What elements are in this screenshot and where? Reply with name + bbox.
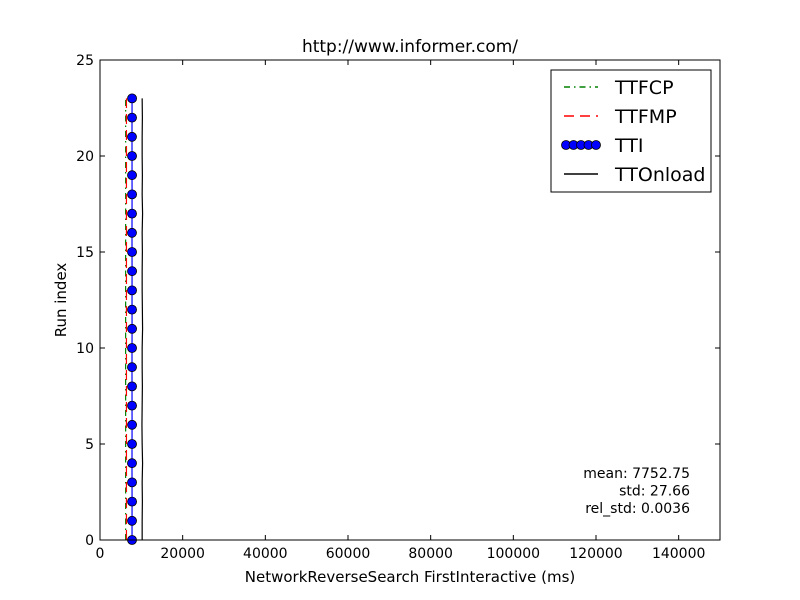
legend-box: [550, 69, 712, 193]
data-point-tti: [127, 112, 137, 123]
data-point-tti: [127, 170, 137, 181]
stats-line: mean: 7752.75: [583, 466, 690, 482]
data-point-tti: [127, 285, 137, 296]
x-tick-label: 60000: [326, 546, 371, 562]
data-point-tti: [127, 227, 137, 238]
data-point-tti: [127, 419, 137, 430]
x-tick-label: 20000: [160, 546, 205, 562]
legend-label: TTOnload: [614, 164, 705, 186]
y-tick-label: 20: [76, 149, 94, 165]
x-tick-label: 120000: [569, 546, 622, 562]
data-point-tti: [127, 189, 137, 200]
data-point-tti: [127, 304, 137, 315]
x-tick-label: 140000: [652, 546, 705, 562]
x-axis-label: NetworkReverseSearch FirstInteractive (m…: [245, 568, 576, 586]
stats-line: rel_std: 0.0036: [585, 501, 690, 517]
y-tick-label: 5: [85, 437, 94, 453]
x-tick-label: 0: [96, 546, 105, 562]
y-axis-label: Run index: [52, 263, 70, 338]
data-point-tti: [127, 151, 137, 161]
data-point-tti: [127, 343, 137, 353]
x-tick-label: 40000: [243, 546, 288, 562]
data-point-tti: [127, 400, 137, 411]
legend-marker: [591, 140, 601, 150]
y-tick-label: 25: [76, 53, 94, 69]
x-tick-label: 100000: [487, 546, 540, 562]
data-point-tti: [127, 477, 137, 488]
stats-line: std: 27.66: [619, 484, 690, 500]
plot-area: [125, 93, 144, 545]
axes-frame: [99, 59, 721, 541]
data-point-tti: [127, 515, 137, 526]
data-point-tti: [127, 208, 137, 219]
series-line-ttonload: [141, 98, 144, 540]
chart-title: http://www.informer.com/: [302, 37, 518, 57]
data-point-tti: [127, 323, 137, 334]
axis-ticks: 0 20000 40000 60000 80000 100000 120000 140000 0…: [76, 53, 720, 562]
legend-label: TTI: [614, 135, 643, 157]
legend-label: TTFCP: [614, 77, 674, 99]
legend-label: TTFMP: [614, 106, 677, 128]
legend: TTFCP TTFMP TTI TTOnload: [550, 69, 712, 193]
data-point-tti: [127, 266, 137, 277]
data-point-tti: [127, 247, 137, 257]
data-point-tti: [127, 439, 137, 449]
data-point-tti: [127, 93, 137, 104]
y-tick-label: 10: [76, 341, 94, 357]
y-tick-label: 15: [76, 245, 94, 261]
data-point-tti: [127, 496, 137, 507]
data-point-tti: [127, 362, 137, 373]
data-point-tti: [127, 381, 137, 392]
data-point-tti: [127, 458, 137, 469]
data-point-tti: [127, 131, 137, 142]
y-tick-label: 0: [85, 533, 94, 549]
x-tick-label: 80000: [408, 546, 453, 562]
